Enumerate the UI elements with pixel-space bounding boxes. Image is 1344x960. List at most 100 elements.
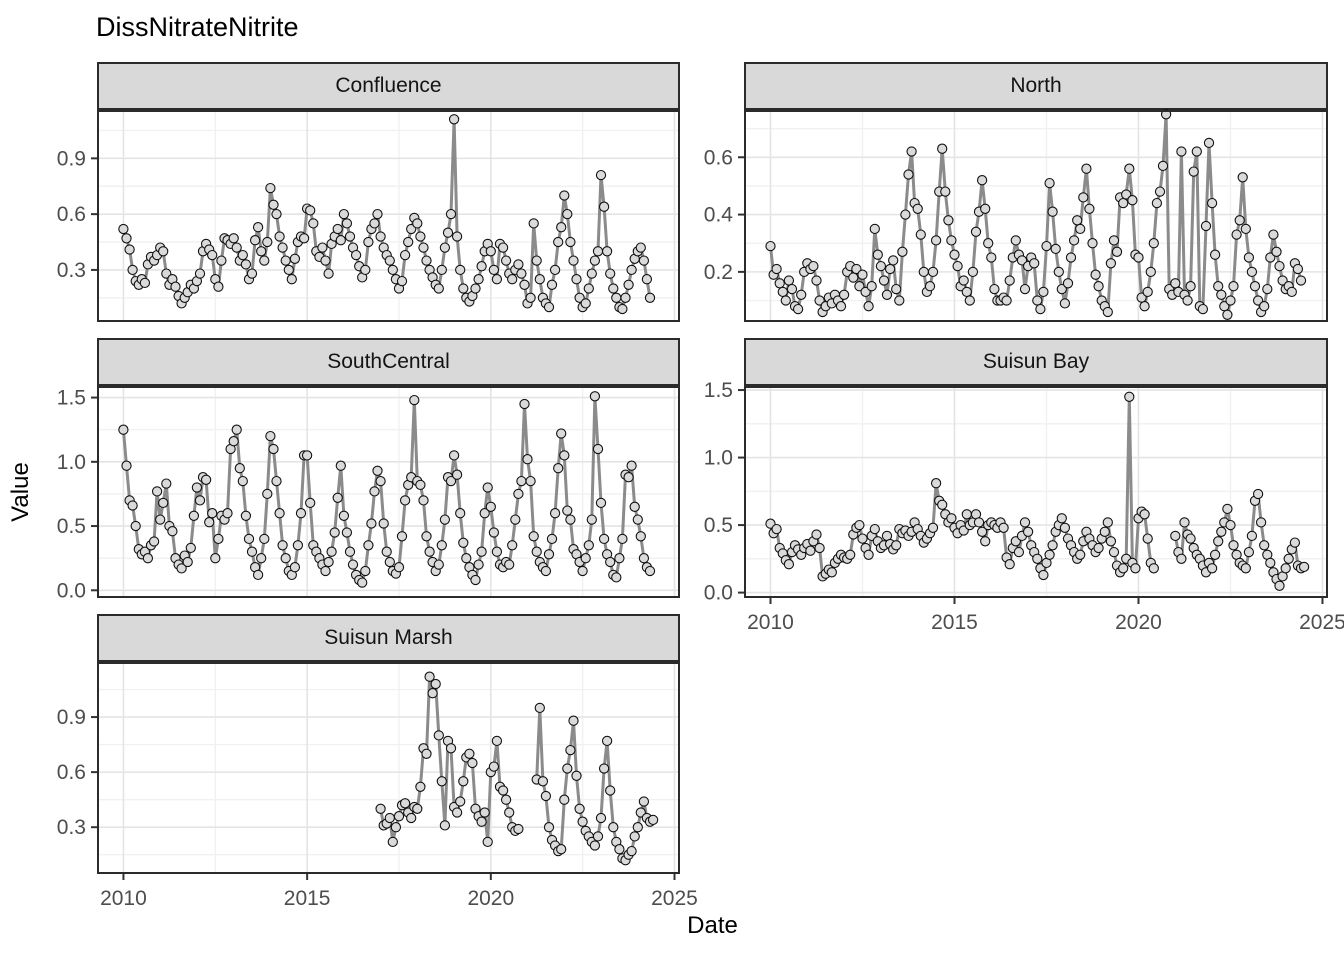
- data-point: [845, 549, 856, 560]
- data-point: [1179, 517, 1190, 528]
- data-point: [1099, 526, 1110, 537]
- data-point: [1032, 295, 1043, 306]
- data-point: [240, 510, 252, 521]
- data-point: [1075, 549, 1086, 560]
- data-point: [1182, 295, 1193, 306]
- y-tick-label: 0.6: [57, 203, 86, 226]
- data-point: [155, 514, 166, 525]
- facet-strip-label: SouthCentral: [327, 350, 450, 373]
- data-point: [1246, 530, 1258, 542]
- x-tick-label: 2010: [100, 887, 147, 910]
- data-point: [601, 246, 613, 257]
- data-point: [534, 702, 545, 714]
- data-point: [1139, 509, 1150, 520]
- y-tick-label: 1.0: [57, 451, 86, 474]
- data-point: [611, 292, 622, 303]
- data-point: [884, 263, 896, 275]
- data-point: [869, 523, 880, 535]
- panel-border: [97, 662, 680, 874]
- data-point: [491, 274, 503, 285]
- data-point: [513, 823, 524, 835]
- data-point: [1093, 281, 1104, 292]
- data-point: [888, 255, 899, 266]
- data-point: [1274, 260, 1285, 272]
- data-point: [635, 531, 646, 542]
- data-point: [930, 235, 942, 246]
- data-point: [835, 301, 847, 312]
- data-point: [256, 553, 267, 564]
- data-point: [1185, 281, 1196, 292]
- data-point: [568, 255, 579, 266]
- data-point: [363, 236, 374, 248]
- data-point: [488, 761, 500, 772]
- data-point: [915, 229, 926, 240]
- data-point: [256, 246, 267, 257]
- data-point: [1111, 246, 1123, 257]
- data-point: [949, 249, 960, 260]
- data-point: [516, 475, 527, 487]
- data-point: [614, 844, 625, 855]
- data-point: [326, 546, 337, 557]
- data-point: [872, 249, 883, 260]
- data-point: [213, 281, 224, 292]
- data-point: [507, 274, 518, 285]
- data-point: [424, 546, 435, 557]
- data-point: [357, 577, 368, 588]
- data-point: [323, 268, 334, 279]
- data-point: [1053, 266, 1064, 278]
- data-point: [562, 763, 573, 774]
- data-point: [1019, 517, 1031, 528]
- data-point: [451, 469, 463, 480]
- data-point: [1139, 301, 1150, 312]
- data-point: [946, 235, 957, 246]
- data-point: [1068, 235, 1080, 246]
- data-point: [338, 208, 350, 220]
- data-point: [118, 223, 129, 235]
- data-point: [765, 240, 776, 252]
- data-point: [571, 770, 582, 781]
- data-point: [482, 482, 493, 493]
- data-point: [409, 394, 420, 406]
- data-point: [943, 215, 954, 226]
- data-point: [980, 203, 991, 214]
- data-point: [891, 283, 902, 295]
- data-point: [608, 822, 619, 833]
- data-point: [280, 553, 291, 564]
- data-point: [1075, 223, 1086, 235]
- data-point: [1102, 517, 1113, 528]
- data-point: [605, 556, 616, 568]
- data-point: [470, 283, 481, 294]
- data-point: [549, 508, 561, 519]
- data-point: [207, 508, 218, 519]
- north-plot-svg: 0.2 0.4 0.6: [704, 109, 1328, 322]
- data-point: [808, 260, 819, 272]
- data-point: [280, 255, 291, 266]
- data-point: [504, 559, 515, 570]
- data-point: [507, 540, 518, 551]
- data-point: [1185, 533, 1196, 544]
- data-point: [237, 475, 248, 487]
- data-point: [1032, 553, 1043, 564]
- x-tick-label: 2025: [651, 887, 698, 910]
- data-point: [814, 542, 825, 554]
- facet-strip-suisun-marsh: Suisun Marsh: [97, 614, 680, 662]
- y-tick-label: 0.0: [57, 579, 86, 602]
- x-tick-label: 2015: [931, 611, 978, 634]
- data-point: [1124, 163, 1135, 174]
- data-point: [1010, 235, 1021, 246]
- data-point: [998, 522, 1009, 533]
- data-point: [608, 283, 619, 294]
- data-point: [497, 785, 509, 796]
- data-point: [231, 424, 242, 435]
- data-point: [1203, 137, 1215, 149]
- data-point: [1259, 540, 1270, 551]
- data-point: [396, 531, 408, 542]
- facet-strip-label: Suisun Marsh: [324, 626, 453, 649]
- data-point: [1209, 249, 1221, 260]
- data-point: [479, 508, 490, 519]
- data-point: [433, 283, 444, 294]
- data-point: [1289, 537, 1301, 548]
- facet-panel-confluence: 0.3 0.6 0.9: [57, 110, 680, 322]
- data-point: [927, 266, 939, 278]
- data-point: [335, 460, 346, 471]
